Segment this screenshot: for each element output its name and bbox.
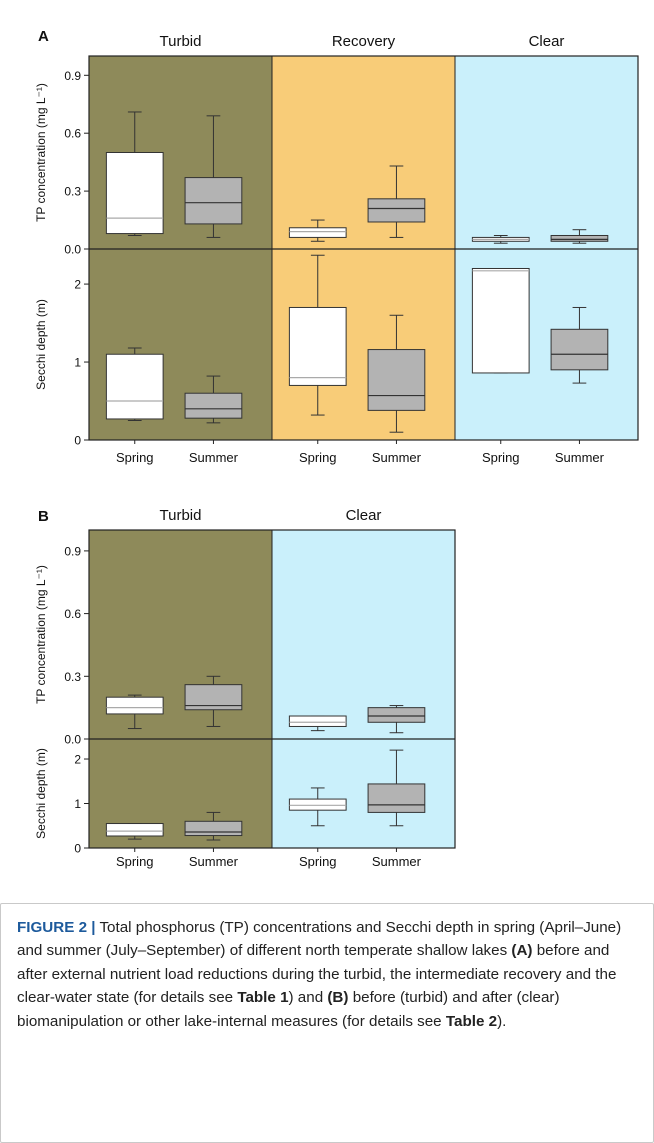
ytick-label-tp-a-2: 0.6 xyxy=(64,127,81,141)
ytick-label-secchi-a-1: 1 xyxy=(74,356,81,370)
figure-caption-box: FIGURE 2 | Total phosphorus (TP) concent… xyxy=(0,903,654,1143)
caption-ref-b: (B) xyxy=(327,989,349,1007)
caption-ref-a: (A) xyxy=(511,942,533,960)
xtick-label-turbid-spring-a: Spring xyxy=(116,450,154,465)
box-turbid-spring-secchi-a xyxy=(105,353,164,420)
panel-label-b: B xyxy=(38,508,49,525)
ytick-label-tp-b-1: 0.3 xyxy=(64,670,81,684)
ytick-label-secchi-b-2: 2 xyxy=(74,753,81,767)
box-clear-spring-tp-b xyxy=(288,715,347,727)
box-turbid-spring-tp-b xyxy=(105,696,164,715)
xtick-label-turbid-summer-a: Summer xyxy=(189,450,239,465)
state-region-clear-a xyxy=(455,56,638,440)
ylabel-secchi-a: Secchi depth (m) xyxy=(34,299,48,390)
box-recovery-spring-tp-a xyxy=(288,227,347,238)
xtick-label-clear-summer-b: Summer xyxy=(372,854,422,869)
state-label-turbid-a: Turbid xyxy=(160,33,202,50)
xtick-label-turbid-spring-b: Spring xyxy=(116,854,154,869)
box-recovery-spring-secchi-a xyxy=(288,306,347,386)
caption-text-4: before (turbid) and after (clear) bioman… xyxy=(17,989,560,1030)
caption-text-1: Total phosphorus (TP) concentrations and… xyxy=(17,919,622,960)
ylabel-tp-a: TP concentration (mg L⁻¹) xyxy=(34,83,48,222)
ytick-label-secchi-a-0: 0 xyxy=(74,434,81,448)
xtick-label-clear-summer-a: Summer xyxy=(555,450,605,465)
state-label-recovery-a: Recovery xyxy=(332,33,396,50)
box-recovery-summer-secchi-a xyxy=(367,349,426,411)
state-label-clear-a: Clear xyxy=(529,33,565,50)
box-clear-summer-tp-a xyxy=(550,234,609,242)
box-clear-summer-secchi-b xyxy=(367,783,426,813)
ytick-label-secchi-b-1: 1 xyxy=(74,797,81,811)
ytick-label-tp-b-2: 0.6 xyxy=(64,607,81,621)
ytick-label-tp-a-0: 0.0 xyxy=(64,243,81,257)
box-recovery-summer-tp-a xyxy=(367,198,426,223)
xtick-label-recovery-summer-a: Summer xyxy=(372,450,422,465)
state-label-clear-b: Clear xyxy=(346,507,382,524)
state-label-turbid-b: Turbid xyxy=(160,507,202,524)
ylabel-secchi-b: Secchi depth (m) xyxy=(34,748,48,839)
box-clear-summer-tp-b xyxy=(367,707,426,723)
box-turbid-spring-secchi-b xyxy=(105,823,164,837)
panel-label-a: A xyxy=(38,28,49,45)
caption-figure-label: FIGURE 2 | xyxy=(17,919,96,936)
ylabel-tp-b: TP concentration (mg L⁻¹) xyxy=(34,565,48,704)
box-clear-spring-secchi-a xyxy=(471,267,530,374)
caption-text-5: ). xyxy=(497,1012,507,1030)
caption-table1-ref: Table 1 xyxy=(237,989,289,1007)
state-region-turbid-b xyxy=(89,530,272,848)
caption-table2-ref: Table 2 xyxy=(445,1012,498,1030)
box-turbid-summer-secchi-b xyxy=(184,820,243,837)
caption-text-2: before and after external nutrient load … xyxy=(17,942,617,1007)
ytick-label-secchi-b-0: 0 xyxy=(74,842,81,856)
box-turbid-summer-secchi-a xyxy=(184,392,243,419)
xtick-label-turbid-summer-b: Summer xyxy=(189,854,239,869)
ytick-label-tp-a-3: 0.9 xyxy=(64,69,81,83)
box-turbid-spring-tp-a xyxy=(105,152,164,235)
box-clear-spring-secchi-b xyxy=(288,798,347,811)
figure-caption: FIGURE 2 | Total phosphorus (TP) concent… xyxy=(17,916,639,1033)
ytick-label-tp-b-3: 0.9 xyxy=(64,544,81,558)
ytick-label-tp-a-1: 0.3 xyxy=(64,185,81,199)
frame-a xyxy=(88,55,639,441)
box-clear-summer-secchi-a xyxy=(550,328,609,371)
box-turbid-summer-tp-a xyxy=(184,177,243,225)
xtick-label-clear-spring-b: Spring xyxy=(299,854,337,869)
ytick-label-secchi-a-2: 2 xyxy=(74,278,81,292)
ytick-label-tp-b-0: 0.0 xyxy=(64,733,81,747)
figure-canvas: A Turbid Recovery Clear 0.0 0.3 0.6 0.9 TP conce… xyxy=(34,28,639,869)
xtick-label-recovery-spring-a: Spring xyxy=(299,450,337,465)
caption-text-3: ) and xyxy=(288,989,328,1007)
xtick-label-clear-spring-a: Spring xyxy=(482,450,520,465)
